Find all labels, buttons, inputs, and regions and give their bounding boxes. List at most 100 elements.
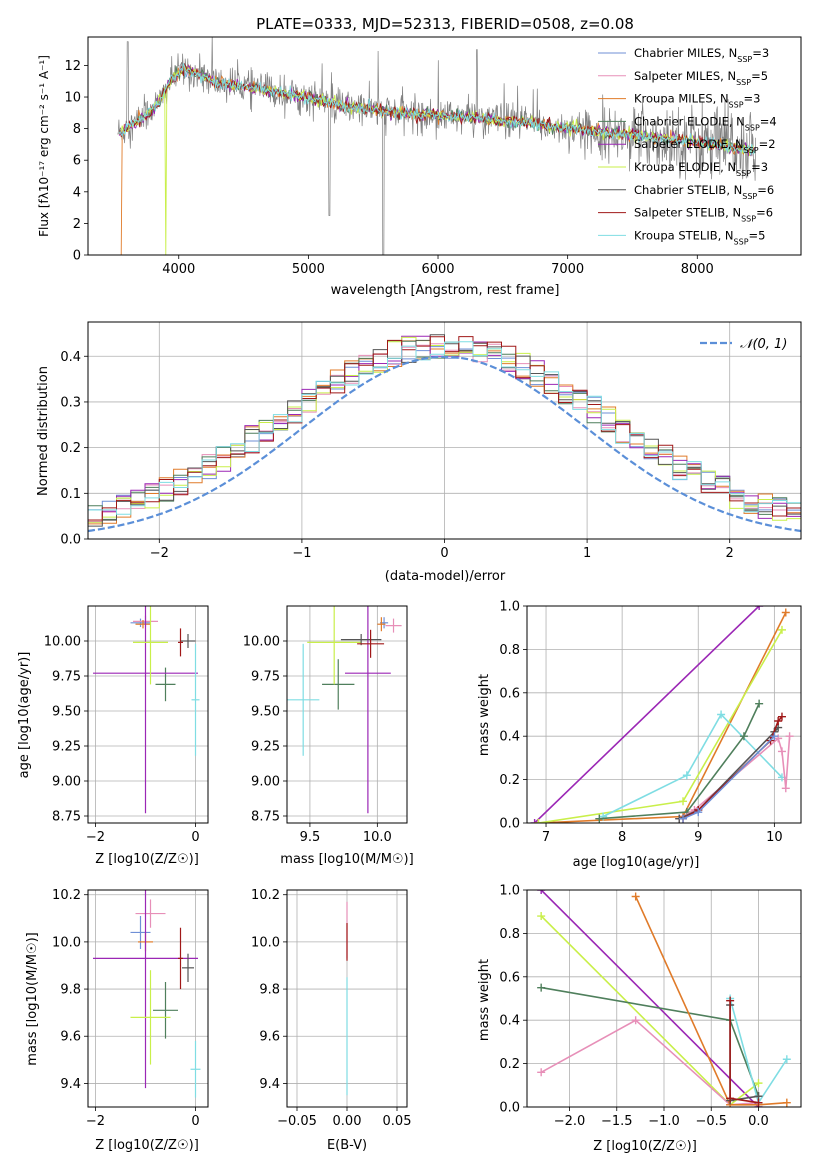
- mass-vs-EBV-ytick-label: 10.0: [251, 935, 280, 950]
- mass-vs-Z-xtick-label: −2: [86, 1114, 105, 1129]
- weight-vs-age-marker-kroupa_elodie: [679, 797, 688, 806]
- weight-vs-Z-ytick-label: 0.0: [499, 1101, 520, 1116]
- residual-hist-ytick-label: 0.1: [60, 487, 81, 502]
- weight-vs-Z-ytick-label: 1.0: [499, 884, 520, 899]
- mass-vs-Z-axes: −2 0 9.4 9.6 9.8 10.0 10.2: [52, 888, 209, 1129]
- weight-vs-age-ytick-label: 0.4: [499, 730, 520, 745]
- age-vs-mass-axes: 9.5 10.0 8.75 9.00 9.25 9.50 9.75 10.00: [243, 605, 408, 845]
- age-vs-mass-point-salpeter_elodie: [344, 606, 391, 814]
- weight-vs-Z-xtick-label: −0.5: [695, 1114, 727, 1129]
- mass-vs-Z-ytick-label: 9.4: [60, 1077, 81, 1092]
- weight-vs-age-series-chabrier_stelib: [678, 726, 779, 820]
- age-vs-mass-point-kroupa_miles: [377, 617, 386, 632]
- mass-vs-EBV-ytick-label: 9.8: [259, 983, 280, 998]
- age-vs-mass-frame: [286, 605, 408, 824]
- age-vs-Z-point-salpeter_elodie: [93, 606, 198, 814]
- age-vs-mass-xtick-label: 9.5: [300, 830, 321, 845]
- age-vs-Z-point-kroupa_stelib: [191, 643, 200, 756]
- residual-hist-xtick-label: 2: [726, 546, 734, 561]
- hist-legend-label: 𝒩(0, 1): [740, 337, 787, 352]
- weight-vs-age-xtick-label: 10: [766, 830, 783, 845]
- mass-vs-EBV-ytick-label: 9.6: [259, 1030, 280, 1045]
- weight-vs-Z-axes: −2.0 −1.5 −1.0 −0.5 0.0 0.0 0.2 0.4 0.6 0.8 1.0: [499, 884, 802, 1129]
- weight-vs-age-xtick-label: 8: [618, 830, 626, 845]
- weight-vs-Z-series-salpeter_miles: [540, 1019, 759, 1106]
- mass-vs-EBV-xtick-label: 0.05: [383, 1114, 412, 1129]
- weight-vs-age-series-kroupa_stelib: [602, 713, 783, 818]
- mass-vs-EBV-ytick-label: 9.4: [259, 1077, 280, 1092]
- spectrum-frame: [87, 36, 802, 256]
- weight-vs-age-marker-kroupa_stelib: [682, 771, 691, 780]
- weight-vs-age-xtick-label: 9: [694, 830, 702, 845]
- weight-vs-age-marker-kroupa_stelib: [717, 710, 726, 719]
- weight-vs-age-frame: [526, 605, 802, 824]
- mass-vs-Z-frame: [87, 889, 209, 1108]
- weight-vs-age-marker-kroupa_elodie: [534, 819, 543, 823]
- weight-vs-Z-ytick-label: 0.2: [499, 1057, 520, 1072]
- weight-vs-Z-series-kroupa_miles: [634, 896, 787, 1106]
- mass-vs-Z-point-chabrier_miles: [130, 915, 151, 949]
- wz-xlabel: Z [log10(Z/Z☉)]: [593, 1139, 697, 1154]
- weight-vs-age-series-salpeter_miles: [678, 736, 791, 820]
- age-vs-Z-xtick-label: 0: [191, 830, 199, 845]
- wz-ylabel: mass weight: [477, 959, 492, 1041]
- massz-ylabel: mass [log10(M/M☉)]: [25, 932, 40, 1065]
- hist-legend: 𝒩(0, 1): [700, 337, 787, 352]
- mass-vs-Z-point-chabrier_stelib: [182, 953, 194, 982]
- weight-vs-Z-xtick-label: −1.5: [601, 1114, 633, 1129]
- age-vs-Z-xtick-label: −2: [86, 830, 105, 845]
- weight-vs-age-ytick-label: 0.8: [499, 643, 520, 658]
- agemass-xlabel: mass [log10(M/M☉)]: [280, 852, 413, 867]
- weight-vs-Z-xtick-label: −2.0: [554, 1114, 586, 1129]
- weight-vs-age-marker-salpeter_elodie: [755, 606, 764, 610]
- massebv-xlabel: E(B-V): [327, 1138, 367, 1153]
- hist-ylabel: Normed distribution: [36, 366, 51, 496]
- hist-xlabel: (data-model)/error: [385, 569, 506, 584]
- legend-entry-chabrier_stelib: Chabrier STELIB, NSSP=6: [634, 183, 774, 201]
- weight-vs-age-series-kroupa_elodie: [538, 629, 783, 823]
- age-vs-Z-plot-area: [93, 606, 200, 814]
- legend-entry-chabrier_miles: Chabrier MILES, NSSP=3: [634, 46, 769, 64]
- age-vs-Z-point-salpeter_stelib: [178, 628, 183, 657]
- residual-hist-xtick-label: −2: [150, 546, 169, 561]
- weight-vs-age-series-kroupa_miles: [538, 612, 787, 823]
- weight-vs-Z-marker-kroupa_elodie: [754, 1079, 763, 1088]
- weight-vs-age-marker-kroupa_miles: [781, 608, 790, 617]
- weight-vs-age-plot-area: [530, 606, 794, 823]
- spectrum-ytick-label: 6: [73, 154, 81, 169]
- age-vs-mass-ytick-label: 10.00: [243, 635, 280, 650]
- age-vs-Z-axes: −2 0 8.75 9.00 9.25 9.50 9.75 10.00: [44, 605, 209, 845]
- weight-vs-Z-ytick-label: 0.8: [499, 927, 520, 942]
- mass-vs-EBV-axes: −0.05 0.00 0.05 9.4 9.6 9.8 10.0 10.2: [251, 888, 411, 1129]
- weight-vs-Z-series-kroupa_elodie: [540, 915, 759, 1106]
- mass-vs-Z-ytick-label: 9.6: [60, 1030, 81, 1045]
- weight-vs-age-marker-salpeter_miles: [777, 747, 786, 756]
- legend-entry-kroupa_elodie: Kroupa ELODIE, NSSP=3: [634, 160, 768, 178]
- weight-vs-age-marker-chabrier_elodie: [739, 732, 748, 741]
- wage-xlabel: age [log10(age/yr)]: [573, 855, 700, 870]
- age-vs-mass-plot-area: [287, 606, 402, 814]
- residual-hist-ytick-label: 0.2: [60, 441, 81, 456]
- weight-vs-Z-marker-kroupa_miles: [782, 1098, 791, 1107]
- weight-vs-age-marker-chabrier_miles: [694, 808, 703, 817]
- mass-vs-Z-xtick-label: 0: [191, 1114, 199, 1129]
- weight-vs-age-axes: 7 8 9 10 0.0 0.2 0.4 0.6 0.8 1.0: [499, 600, 802, 845]
- spectrum-ylabel: Flux [fλ10⁻¹⁷ erg cm⁻² s⁻¹ A⁻¹]: [37, 55, 51, 237]
- weight-vs-Z-ytick-label: 0.6: [499, 970, 520, 985]
- mass-vs-EBV-xtick-label: 0.00: [333, 1114, 362, 1129]
- mass-vs-Z-point-chabrier_elodie: [153, 981, 178, 1039]
- mass-vs-Z-point-kroupa_elodie: [130, 970, 171, 1065]
- weight-vs-age-marker-chabrier_elodie: [595, 814, 604, 823]
- weight-vs-age-marker-salpeter_miles: [781, 784, 790, 793]
- weight-vs-age-ytick-label: 1.0: [499, 600, 520, 615]
- age-vs-mass-ytick-label: 8.75: [251, 810, 280, 825]
- massz-xlabel: Z [log10(Z/Z☉)]: [95, 1138, 199, 1153]
- spectrum-ytick-label: 4: [73, 185, 81, 200]
- age-vs-Z-ytick-label: 10.00: [44, 635, 81, 650]
- age-vs-Z-ytick-label: 9.75: [52, 670, 81, 685]
- age-vs-Z-ytick-label: 9.50: [52, 705, 81, 720]
- spectrum-ytick-label: 10: [64, 91, 81, 106]
- weight-vs-Z-marker-salpeter_stelib: [726, 1094, 735, 1103]
